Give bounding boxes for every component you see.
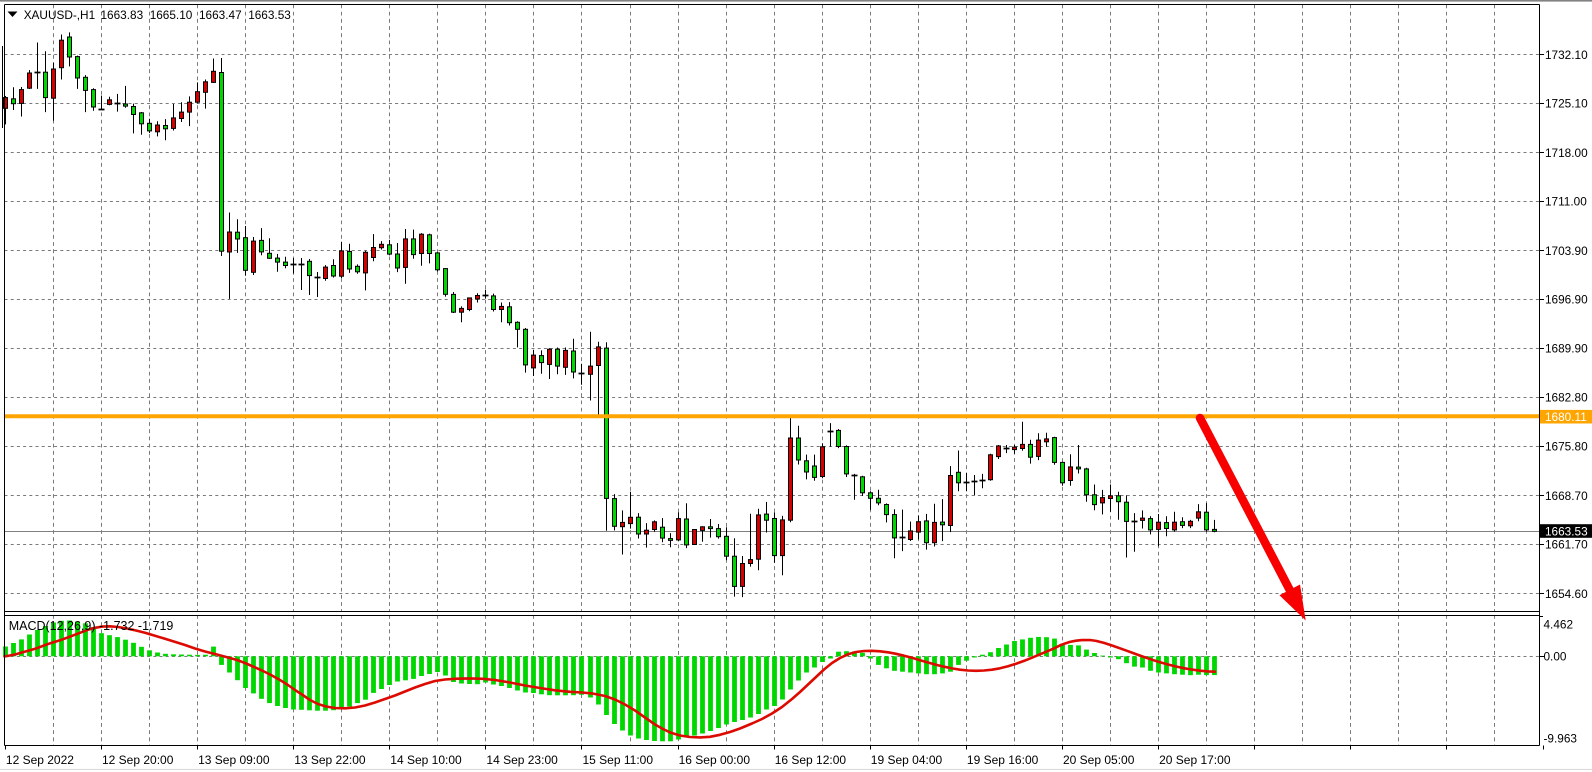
svg-text:1725.10: 1725.10 bbox=[1545, 96, 1588, 110]
svg-text:1665.10: 1665.10 bbox=[150, 8, 193, 22]
svg-text:14 Sep 23:00: 14 Sep 23:00 bbox=[486, 753, 558, 767]
svg-text:14 Sep 10:00: 14 Sep 10:00 bbox=[390, 753, 462, 767]
svg-text:1663.47: 1663.47 bbox=[199, 8, 242, 22]
svg-text:16 Sep 00:00: 16 Sep 00:00 bbox=[679, 753, 751, 767]
svg-text:1689.90: 1689.90 bbox=[1545, 341, 1588, 355]
svg-text:12 Sep 2022: 12 Sep 2022 bbox=[6, 753, 74, 767]
svg-text:1732.10: 1732.10 bbox=[1545, 48, 1588, 62]
svg-text:1703.90: 1703.90 bbox=[1545, 244, 1588, 258]
svg-text:4.462: 4.462 bbox=[1544, 617, 1574, 631]
svg-text:16 Sep 12:00: 16 Sep 12:00 bbox=[775, 753, 847, 767]
svg-text:1718.00: 1718.00 bbox=[1545, 146, 1588, 160]
svg-text:1675.80: 1675.80 bbox=[1545, 439, 1588, 453]
svg-text:XAUUSD-,H1: XAUUSD-,H1 bbox=[24, 8, 95, 22]
svg-text:1682.80: 1682.80 bbox=[1545, 391, 1588, 405]
svg-text:13 Sep 09:00: 13 Sep 09:00 bbox=[198, 753, 270, 767]
svg-text:12 Sep 20:00: 12 Sep 20:00 bbox=[102, 753, 174, 767]
svg-text:1711.00: 1711.00 bbox=[1545, 195, 1587, 209]
svg-text:15 Sep 11:00: 15 Sep 11:00 bbox=[583, 753, 654, 767]
svg-text:1663.83: 1663.83 bbox=[101, 8, 144, 22]
svg-text:20 Sep 05:00: 20 Sep 05:00 bbox=[1063, 753, 1135, 767]
svg-text:13 Sep 22:00: 13 Sep 22:00 bbox=[294, 753, 366, 767]
svg-text:1668.70: 1668.70 bbox=[1545, 489, 1588, 503]
svg-text:19 Sep 04:00: 19 Sep 04:00 bbox=[871, 753, 943, 767]
svg-text:20 Sep 17:00: 20 Sep 17:00 bbox=[1159, 753, 1231, 767]
svg-text:-9.963: -9.963 bbox=[1544, 731, 1578, 745]
svg-text:1680.11: 1680.11 bbox=[1545, 410, 1587, 424]
svg-text:1663.53: 1663.53 bbox=[248, 8, 291, 22]
svg-text:1654.60: 1654.60 bbox=[1545, 587, 1588, 601]
svg-text:0.00: 0.00 bbox=[1544, 650, 1567, 664]
svg-text:1661.70: 1661.70 bbox=[1545, 538, 1588, 552]
svg-text:1696.90: 1696.90 bbox=[1545, 293, 1588, 307]
svg-text:1663.53: 1663.53 bbox=[1545, 524, 1588, 538]
svg-text:19 Sep 16:00: 19 Sep 16:00 bbox=[967, 753, 1039, 767]
svg-text:MACD(12,26,9) -1.732 -1.719: MACD(12,26,9) -1.732 -1.719 bbox=[9, 619, 174, 633]
